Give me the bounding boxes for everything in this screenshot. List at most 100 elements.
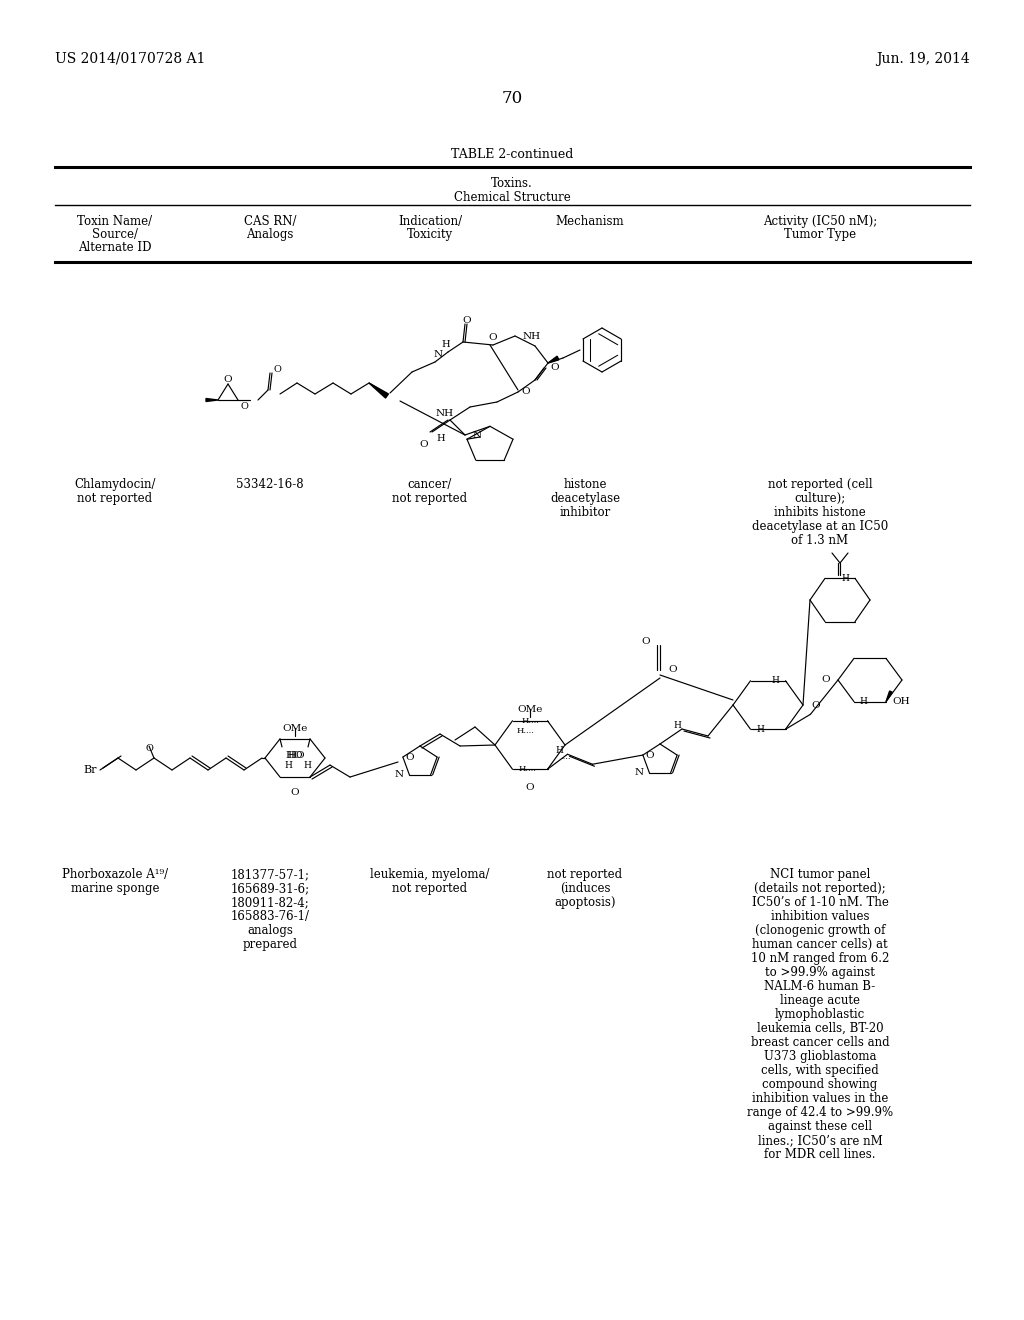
Text: H: H [757,725,764,734]
Text: Jun. 19, 2014: Jun. 19, 2014 [877,51,970,66]
Text: NALM-6 human B-: NALM-6 human B- [764,979,876,993]
Text: HO: HO [288,751,305,760]
Text: 53342-16-8: 53342-16-8 [237,478,304,491]
Text: 180911-82-4;: 180911-82-4; [230,896,309,909]
Text: compound showing: compound showing [763,1078,878,1092]
Text: inhibition values: inhibition values [771,909,869,923]
Text: OMe: OMe [517,705,543,714]
Polygon shape [548,356,559,363]
Text: Chemical Structure: Chemical Structure [454,191,570,205]
Text: O: O [463,315,471,325]
Text: (clonogenic growth of: (clonogenic growth of [755,924,885,937]
Text: OH: OH [892,697,909,706]
Text: HO: HO [285,751,303,760]
Text: Phorboxazole A¹⁹/: Phorboxazole A¹⁹/ [61,869,168,880]
Text: H: H [673,721,681,730]
Text: O: O [420,440,428,449]
Text: NCI tumor panel: NCI tumor panel [770,869,870,880]
Polygon shape [206,399,218,401]
Text: O: O [668,665,677,675]
Polygon shape [369,383,388,399]
Text: not reported: not reported [548,869,623,880]
Text: O: O [404,752,414,762]
Text: O: O [525,783,535,792]
Text: 165883-76-1/: 165883-76-1/ [230,909,309,923]
Text: lymophoblastic: lymophoblastic [775,1008,865,1020]
Text: H: H [441,341,451,348]
Text: H: H [772,676,779,685]
Text: TABLE 2-continued: TABLE 2-continued [451,148,573,161]
Text: H....: H.... [518,766,537,774]
Text: culture);: culture); [795,492,846,506]
Text: CAS RN/: CAS RN/ [244,215,296,228]
Text: not reported: not reported [392,882,468,895]
Text: inhibits histone: inhibits histone [774,506,866,519]
Text: not reported: not reported [392,492,468,506]
Text: Toxicity: Toxicity [407,228,453,242]
Text: against these cell: against these cell [768,1119,872,1133]
Text: leukemia cells, BT-20: leukemia cells, BT-20 [757,1022,884,1035]
Text: O: O [811,701,819,710]
Text: for MDR cell lines.: for MDR cell lines. [764,1148,876,1162]
Text: lineage acute: lineage acute [780,994,860,1007]
Text: marine sponge: marine sponge [71,882,160,895]
Text: analogs: analogs [247,924,293,937]
Text: Activity (IC50 nM);: Activity (IC50 nM); [763,215,878,228]
Text: Chlamydocin/: Chlamydocin/ [75,478,156,491]
Text: H....: H.... [516,727,534,735]
Text: N: N [473,430,482,440]
Text: breast cancer cells and: breast cancer cells and [751,1036,889,1049]
Text: O: O [645,751,653,759]
Text: Br: Br [83,766,96,775]
Text: human cancer cells) at: human cancer cells) at [753,939,888,950]
Text: cells, with specified: cells, with specified [761,1064,879,1077]
Text: NH: NH [436,409,454,418]
Text: not reported: not reported [78,492,153,506]
Text: histone: histone [563,478,607,491]
Text: H: H [284,760,292,770]
Text: leukemia, myeloma/: leukemia, myeloma/ [371,869,489,880]
Text: O: O [641,638,650,645]
Text: N: N [634,768,643,777]
Text: not reported (cell: not reported (cell [768,478,872,491]
Text: OMe: OMe [283,723,307,733]
Text: O: O [550,363,559,372]
Text: Toxin Name/: Toxin Name/ [78,215,153,228]
Text: US 2014/0170728 A1: US 2014/0170728 A1 [55,51,206,66]
Text: O: O [145,744,153,752]
Text: inhibition values in the: inhibition values in the [752,1092,888,1105]
Text: Tumor Type: Tumor Type [784,228,856,242]
Text: H: H [303,760,311,770]
Text: O: O [821,676,830,685]
Text: H: H [859,697,867,706]
Text: 70: 70 [502,90,522,107]
Text: ....: .... [560,754,570,762]
Text: IC50’s of 1-10 nM. The: IC50’s of 1-10 nM. The [752,896,889,909]
Text: H: H [841,574,849,583]
Text: Indication/: Indication/ [398,215,462,228]
Text: Mechanism: Mechanism [556,215,625,228]
Text: 10 nM ranged from 6.2: 10 nM ranged from 6.2 [751,952,889,965]
Text: deacetylase: deacetylase [550,492,621,506]
Text: deacetylase at an IC50: deacetylase at an IC50 [752,520,888,533]
Text: H: H [556,746,563,755]
Text: (details not reported);: (details not reported); [754,882,886,895]
Polygon shape [886,690,892,702]
Text: U373 glioblastoma: U373 glioblastoma [764,1049,877,1063]
Text: O: O [488,333,498,342]
Text: NH: NH [523,333,541,341]
Text: Toxins.: Toxins. [492,177,532,190]
Text: to >99.9% against: to >99.9% against [765,966,874,979]
Text: (induces: (induces [560,882,610,895]
Text: O: O [521,388,529,396]
Text: Source/: Source/ [92,228,138,242]
Text: range of 42.4 to >99.9%: range of 42.4 to >99.9% [746,1106,893,1119]
Text: Alternate ID: Alternate ID [78,242,152,253]
Text: O: O [291,788,299,797]
Text: prepared: prepared [243,939,298,950]
Text: N: N [394,771,403,779]
Text: apoptosis): apoptosis) [554,896,615,909]
Text: O: O [223,375,232,384]
Text: O: O [273,366,281,374]
Text: N: N [433,350,442,359]
